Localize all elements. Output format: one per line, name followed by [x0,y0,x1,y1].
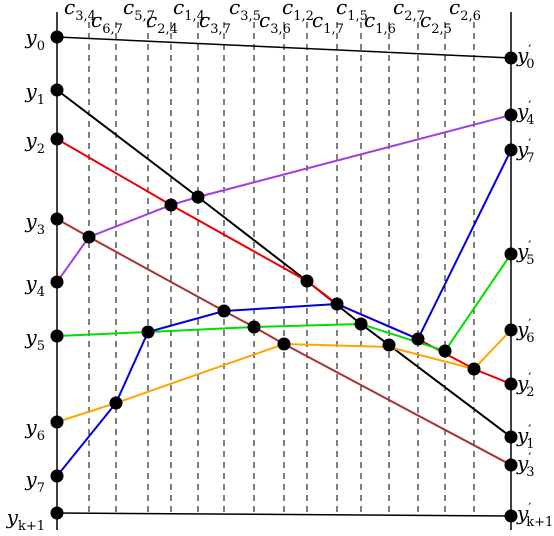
crossing-point-0 [50,30,64,44]
label-yp3: y′ 3 [516,451,535,480]
label-yp2: y′ 2 [516,371,535,400]
label-yp1: y′ 1 [516,423,535,452]
crossing-point-12 [504,247,518,261]
crossing-point-1 [50,83,64,97]
label-y3: y3 [24,209,45,238]
crossing-point-32 [467,362,481,376]
label-c17: c1,7 [312,8,344,37]
top-crossing-labels: c3,4c6,7c5,7c2,4c1,4c3,7c3,5c3,6c1,2c1,7… [64,0,481,37]
label-y1: y1 [24,79,45,108]
crossing-point-3 [50,212,64,226]
line-0 [56,36,512,59]
label-yp6: y′ 6 [516,317,535,346]
line-6 [56,329,512,423]
label-yp0: y′ 0 [516,43,535,72]
label-c12: c1,2 [282,0,314,24]
crossing-point-8 [50,506,64,520]
crossing-point-11 [504,143,518,157]
label-c37: c3,7 [199,8,231,37]
crossing-point-15 [504,430,518,444]
label-c35: c3,5 [229,0,261,24]
label-yp4: y′ 4 [516,99,535,128]
crossing-point-23 [217,304,231,318]
label-yp7: y′ 7 [516,137,535,166]
crossing-point-28 [354,317,368,331]
label-y7: y7 [24,467,45,496]
crossing-point-17 [504,509,518,523]
crossing-point-30 [411,332,425,346]
line-5 [56,253,512,353]
crossing-point-29 [382,338,396,352]
label-c16: c1,6 [364,8,396,37]
vertical-axes [56,12,512,530]
crossing-point-2 [50,132,64,146]
crossing-point-13 [504,323,518,337]
label-c24: c2,4 [146,8,178,37]
crossing-points [50,30,518,523]
label-c25: c2,5 [420,8,452,37]
line-k1 [56,512,512,517]
label-c67: c6,7 [91,8,123,37]
crossing-point-16 [504,458,518,472]
label-c15: c1,5 [336,0,368,24]
label-y4: y4 [24,271,45,300]
label-c34: c3,4 [64,0,96,24]
crossing-point-18 [82,230,96,244]
right-axis-labels: y′ 0 y′ 4 y′ 7 y′ 5 y′ 6 y′ 2 y′ 1y′ 3 y′ k+1 [516,43,553,530]
crossing-point-21 [164,198,178,212]
label-yk1: yk+1 [6,505,45,534]
label-yp5: y′ 5 [516,239,535,268]
crossing-guide-lines [88,22,475,515]
crossing-point-4 [50,275,64,289]
crossing-point-6 [50,415,64,429]
label-y5: y5 [24,325,45,354]
label-c26: c2,6 [449,0,481,24]
label-y0: y0 [24,25,45,54]
crossing-point-24 [247,320,261,334]
label-c14: c1,4 [173,0,205,24]
label-c36: c3,6 [259,8,291,37]
crossing-point-14 [504,377,518,391]
label-y6: y6 [24,415,45,444]
crossing-point-5 [50,329,64,343]
label-y2: y2 [24,128,45,157]
label-c57: c5,7 [123,0,155,24]
crossing-point-26 [300,274,314,288]
crossing-point-27 [330,297,344,311]
crossing-point-20 [141,325,155,339]
crossing-point-31 [438,344,452,358]
label-ypk1: y′ k+1 [516,501,553,530]
crossing-point-9 [504,51,518,65]
crossing-point-25 [277,337,291,351]
label-c27: c2,7 [393,0,425,24]
crossing-point-7 [50,469,64,483]
crossing-point-22 [191,190,205,204]
crossing-point-10 [504,108,518,122]
crossing-point-19 [109,396,123,410]
left-axis-labels: y0 y1 y2 y3 y4 y5 y6 y7 yk+1 [6,25,45,534]
